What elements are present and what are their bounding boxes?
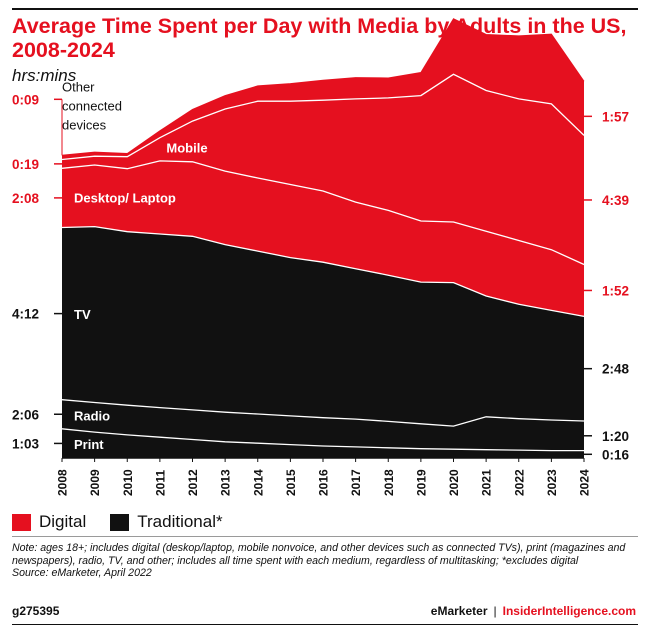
bottom-rule [12,624,638,625]
area-tv[interactable] [62,226,584,427]
x-tick-label-2010: 2010 [121,469,135,496]
series-label-mobile: Mobile [166,141,207,156]
x-tick-label-2024: 2024 [578,469,592,496]
area-desktop-laptop[interactable] [62,160,584,317]
x-tick-label-2018: 2018 [382,469,396,496]
x-tick-label-2020: 2020 [447,469,461,496]
chart-legend: Digital Traditional* [12,511,247,533]
value-label-left-radio: 2:06 [12,407,40,422]
series-label-other-connected-devices-line-2: connected [62,98,122,113]
value-label-right-radio: 1:20 [602,429,629,444]
legend-label-traditional: Traditional* [137,512,223,531]
x-tick-label-2017: 2017 [349,469,363,496]
brand-emarketer: eMarketer [430,604,488,618]
boundary-line-tv [61,225,585,318]
boundary-line-radio [61,399,585,427]
value-label-right-mobile: 4:39 [602,193,629,208]
brand-separator: | [493,604,497,618]
x-tick-label-2009: 2009 [88,469,102,496]
x-tick-label-2008: 2008 [56,469,70,496]
chart-subtitle: hrs:mins [12,66,77,85]
series-label-desktop-laptop: Desktop/ Laptop [74,190,176,205]
value-label-left-mobile: 0:19 [12,157,39,172]
x-tick-label-2022: 2022 [512,469,526,496]
brand-insiderintelligence[interactable]: InsiderIntelligence.com [502,604,636,618]
area-other-connected-devices[interactable] [62,18,584,160]
area-radio[interactable] [62,399,584,451]
x-tick-label-2012: 2012 [186,469,200,496]
x-tick-label-2016: 2016 [317,469,331,496]
note-text: Note: ages 18+; includes digital (deskop… [12,542,626,567]
series-label-other-connected-devices-line-1: Other [62,79,95,94]
x-tick-label-2013: 2013 [219,469,233,496]
value-label-right-other-connected-devices: 1:57 [602,109,629,124]
x-tick-label-2021: 2021 [480,469,494,496]
x-tick-label-2019: 2019 [414,469,428,496]
series-label-print: Print [74,437,104,452]
x-tick-label-2023: 2023 [545,469,559,496]
value-label-left-desktop-laptop: 2:08 [12,191,40,206]
x-tick-label-2011: 2011 [153,470,167,496]
chart-title: Average Time Spent per Day with Media by… [12,14,627,62]
value-label-right-tv: 2:48 [602,362,630,377]
x-tick-label-2015: 2015 [284,469,298,496]
value-label-left-tv: 4:12 [12,307,39,322]
series-label-radio: Radio [74,408,110,423]
value-label-left-print: 1:03 [12,436,40,451]
legend-swatch-digital [12,513,31,531]
footer-brand: eMarketer | InsiderIntelligence.com [431,604,636,618]
boundary-line-mobile [61,73,585,161]
x-tick-label-2014: 2014 [251,469,265,496]
area-mobile[interactable] [62,74,584,265]
legend-label-digital: Digital [39,512,87,531]
value-label-right-desktop-laptop: 1:52 [602,283,629,298]
legend-item-digital: Digital [12,512,86,532]
legend-item-traditional: Traditional* [110,512,223,532]
value-label-left-other-connected-devices: 0:09 [12,92,39,107]
chart-note: Note: ages 18+; includes digital (deskop… [12,542,638,580]
source-text: Source: eMarketer, April 2022 [12,567,152,580]
value-label-right-print: 0:16 [602,447,630,462]
series-label-other-connected-devices-line-3: devices [62,117,107,132]
area-print[interactable] [62,428,584,458]
boundary-line-print [61,428,584,452]
chart-id: g275395 [12,604,60,618]
total-outline [61,18,585,156]
top-rule [12,8,638,10]
footer-divider [12,536,638,537]
legend-swatch-traditional [110,513,130,531]
series-label-tv: TV [74,307,91,322]
boundary-line-desktop-laptop [61,160,585,266]
